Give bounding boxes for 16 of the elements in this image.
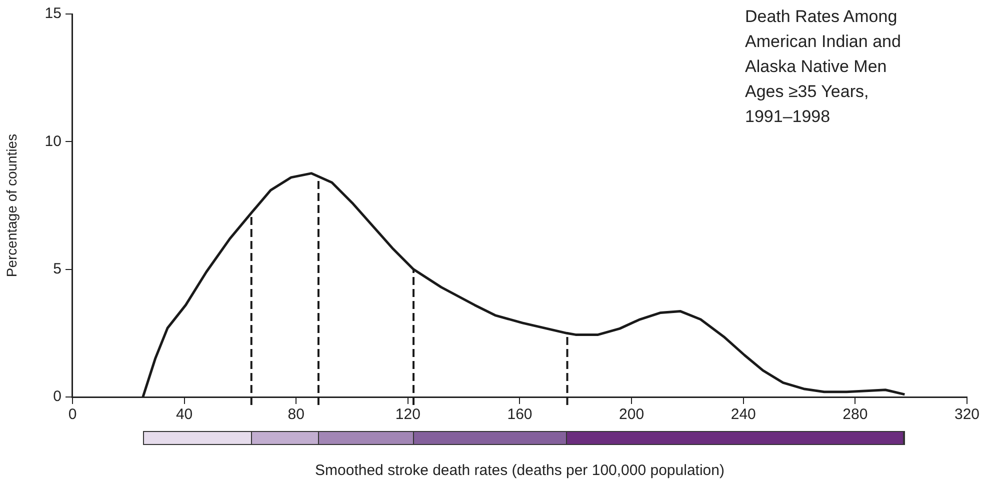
y-tick-label: 10 [44,132,62,150]
x-tick-label: 200 [619,406,644,424]
text: Death Rates Among American Indian and Alaska Native Men Ages ≥35 Years, 1991–1998 [745,6,902,128]
x-tick-label: 120 [395,406,420,424]
x-axis-title: Smoothed stroke death rates (deaths per 100,000 population) [315,462,724,480]
x-tick-label: 0 [68,406,77,424]
x-tick-label: 320 [954,406,980,424]
x-tick-label: 80 [288,406,304,424]
y-tick-label: 5 [53,260,62,278]
x-tick-label: 240 [730,406,756,424]
x-tick-label: 40 [176,406,193,424]
x-tick-label: 160 [507,406,532,424]
y-tick-label: 15 [44,5,62,22]
x-tick-label: 280 [842,406,868,424]
y-axis-title: Percentage of counties [3,134,20,278]
y-tick-label: 0 [53,388,62,406]
